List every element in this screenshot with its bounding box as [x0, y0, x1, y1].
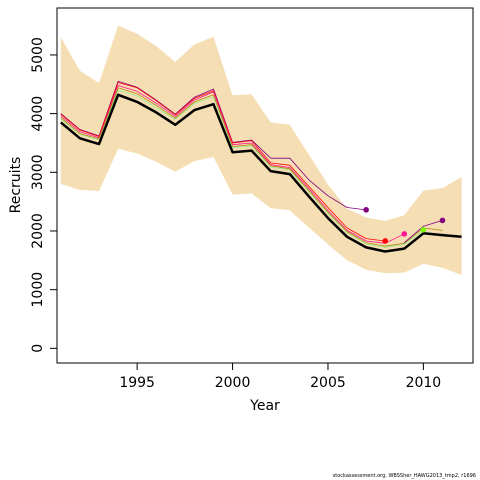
y-tick-label: 2000 [30, 213, 46, 249]
end-point-4 [439, 217, 446, 224]
series-line-4 [60, 89, 424, 248]
y-axis-title: Recruits [8, 157, 24, 214]
x-tick-label: 2000 [215, 375, 251, 391]
y-axis: 0 1000 2000 3000 4000 5000 [30, 37, 57, 353]
x-tick-label: 1995 [119, 375, 155, 391]
end-point-1 [382, 238, 389, 244]
end-points-layer [363, 207, 446, 244]
series-lines-layer [60, 80, 462, 253]
confidence-band-layer [60, 25, 462, 275]
x-tick-label: 2005 [310, 375, 346, 391]
end-point-2 [401, 231, 408, 237]
x-axis-title: Year [249, 398, 280, 414]
end-point-3 [420, 227, 427, 233]
footer-credit: stockassessment.org, WBSSher_HAWG2013_tm… [332, 473, 476, 479]
series-line-2 [60, 82, 386, 242]
y-tick-label: 3000 [30, 154, 46, 190]
y-tick-label: 4000 [30, 96, 46, 132]
y-tick-label: 5000 [30, 37, 46, 73]
y-tick-label: 0 [30, 344, 46, 353]
x-tick-label: 2010 [406, 375, 442, 391]
x-axis: 1995 2000 2005 2010 [119, 363, 441, 391]
series-line-5 [60, 87, 443, 247]
end-point-0 [363, 207, 369, 213]
y-tick-label: 1000 [30, 272, 46, 308]
plot-frame [56, 7, 474, 364]
confidence-band [60, 25, 462, 275]
series-line-3 [60, 85, 405, 244]
series-line-0 [60, 93, 462, 253]
series-line-6 [404, 220, 443, 244]
